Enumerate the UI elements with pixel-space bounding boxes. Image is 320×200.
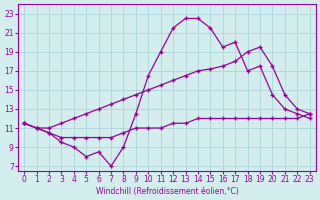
X-axis label: Windchill (Refroidissement éolien,°C): Windchill (Refroidissement éolien,°C) [96, 187, 238, 196]
